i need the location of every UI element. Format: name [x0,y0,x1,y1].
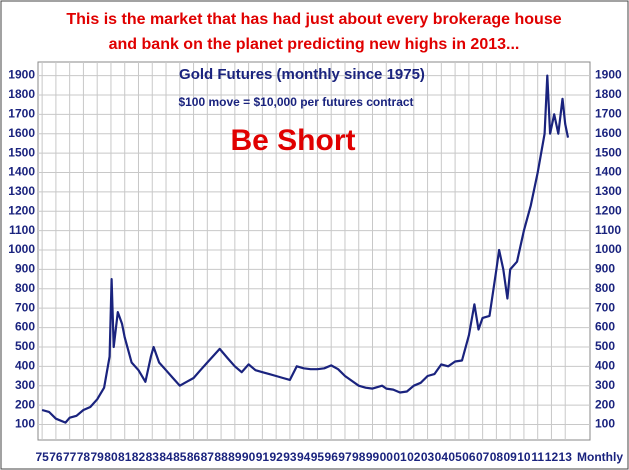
y-tick-label-right: 1900 [595,68,622,82]
plot-background [37,61,591,441]
y-tick-label: 700 [15,300,35,314]
x-tick-label: 92 [269,450,283,464]
y-tick-label: 1600 [8,126,35,140]
y-tick-label: 300 [15,378,35,392]
y-tick-label-right: 1200 [595,203,622,217]
y-tick-label: 1900 [8,68,35,82]
y-tick-label-right: 1400 [595,165,622,179]
plot-area [37,61,591,441]
subtitle: Gold Futures (monthly since 1975) [179,66,425,83]
x-tick-label: 00 [380,450,394,464]
annotation: Be Short [230,124,355,157]
x-tick-label: 85 [173,450,187,464]
y-tick-label-right: 1500 [595,145,622,159]
x-tick-label: 03 [421,450,435,464]
price-line [41,74,570,424]
x-tick-label: 95 [311,450,325,464]
y-tick-label: 600 [15,320,35,334]
y-tick-label: 800 [15,281,35,295]
y-tick-label: 1000 [8,242,35,256]
y-tick-label: 1800 [8,87,35,101]
x-tick-label: 01 [393,450,407,464]
x-tick-label: 98 [352,450,366,464]
y-tick-label-right: 900 [595,262,615,276]
x-tick-label: 77 [63,450,77,464]
y-tick-label-right: 500 [595,339,615,353]
y-tick-label: 200 [15,397,35,411]
y-tick-label: 400 [15,359,35,373]
x-tick-label: 07 [476,450,490,464]
y-tick-label: 1100 [9,223,35,237]
x-tick-label: 91 [256,450,270,464]
y-tick-label: 1400 [8,165,35,179]
y-tick-label-right: 300 [595,378,615,392]
y-tick-label-right: 100 [595,417,615,431]
y-tick-label-right: 200 [595,397,615,411]
x-tick-label: 90 [242,450,256,464]
y-tick-label-right: 700 [595,300,615,314]
x-tick-label: 97 [338,450,352,464]
y-tick-label: 1200 [8,203,35,217]
x-tick-label: 94 [297,450,311,464]
x-tick-label: 86 [187,450,201,464]
x-tick-label: 88 [214,450,228,464]
x-tick-label: 84 [159,450,173,464]
x-tick-label: 75 [35,450,49,464]
x-tick-label: 05 [448,450,462,464]
y-tick-label-right: 600 [595,320,615,334]
y-tick-label: 900 [15,262,35,276]
x-tick-label: 12 [545,450,559,464]
y-tick-label: 1500 [8,145,35,159]
x-tick-label: 87 [201,450,215,464]
x-tick-label: 83 [146,450,160,464]
x-tick-label: 78 [77,450,91,464]
x-tick-label: 13 [559,450,573,464]
y-tick-label-right: 400 [595,359,615,373]
y-tick-label: 1300 [8,184,35,198]
x-tick-label: 02 [407,450,421,464]
x-tick-label: 79 [91,450,105,464]
title-line: and bank on the planet predicting new hi… [109,36,520,53]
x-axis-label: Monthly [577,450,623,464]
x-tick-label: 76 [49,450,63,464]
x-tick-label: 09 [503,450,517,464]
x-tick-label: 93 [283,450,297,464]
x-tick-label: 99 [366,450,380,464]
x-tick-label: 08 [490,450,504,464]
x-tick-label: 10 [517,450,531,464]
y-tick-label-right: 1100 [595,223,621,237]
y-tick-label-right: 1700 [595,107,622,121]
title-line: This is the market that has had just abo… [66,11,561,28]
x-tick-label: 89 [228,450,242,464]
y-tick-label: 500 [15,339,35,353]
x-tick-label: 96 [325,450,339,464]
x-tick-label: 80 [104,450,118,464]
x-tick-label: 81 [118,450,132,464]
y-tick-label: 100 [15,417,35,431]
x-tick-label: 06 [462,450,476,464]
x-tick-label: 11 [531,450,544,464]
y-tick-label-right: 1600 [595,126,622,140]
y-tick-label-right: 1300 [595,184,622,198]
y-tick-label-right: 1800 [595,87,622,101]
y-tick-label-right: 800 [595,281,615,295]
x-tick-label: 04 [435,450,449,464]
y-tick-label-right: 1000 [595,242,622,256]
note: $100 move = $10,000 per futures contract [178,95,413,109]
x-tick-label: 82 [132,450,146,464]
y-tick-label: 1700 [8,107,35,121]
